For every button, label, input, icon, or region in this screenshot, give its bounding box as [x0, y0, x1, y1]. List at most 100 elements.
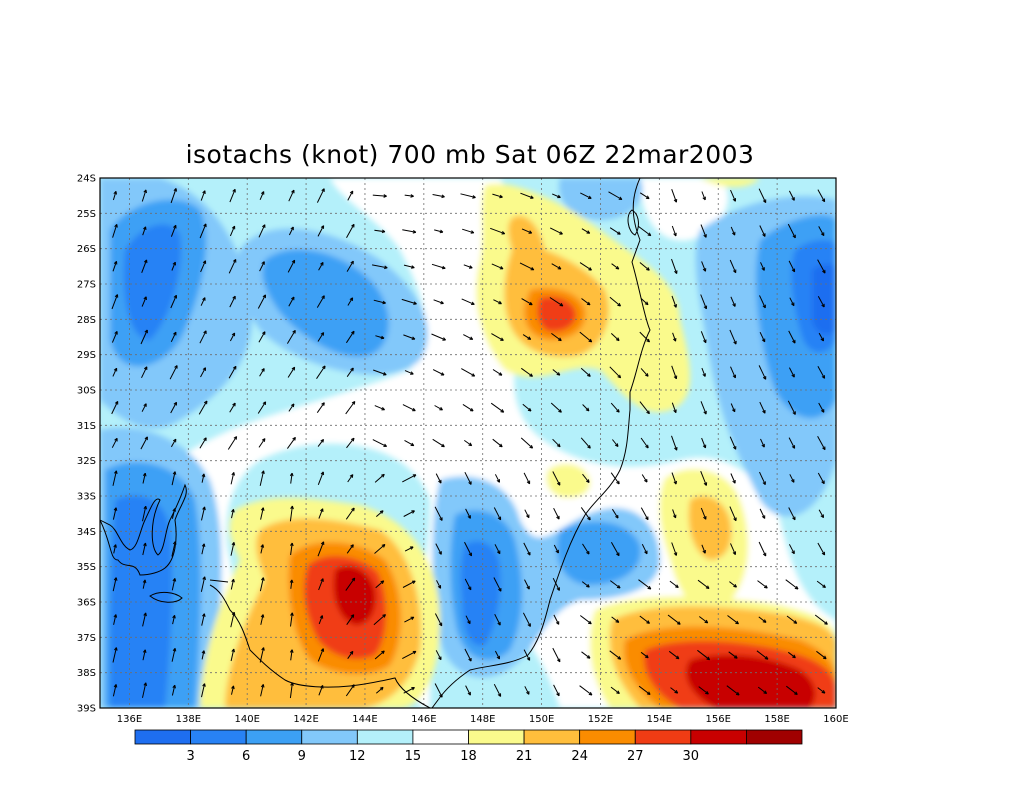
wind-vector: [402, 474, 417, 483]
wind-vector: [522, 612, 531, 627]
wind-vector: [494, 544, 501, 555]
wind-vector: [701, 367, 706, 377]
wind-vector: [286, 436, 296, 449]
wind-vector: [112, 684, 118, 697]
wind-vector: [582, 404, 590, 412]
lat-tick-label: 39S: [77, 704, 96, 715]
colorbar-label: 24: [571, 749, 588, 764]
lat-tick-label: 37S: [77, 633, 96, 644]
wind-vector: [112, 470, 118, 486]
wind-vector: [553, 614, 560, 625]
wind-vector: [785, 579, 799, 590]
wind-vector: [318, 508, 324, 519]
wind-vector: [375, 580, 385, 589]
wind-vector: [521, 228, 533, 234]
wind-vector: [759, 401, 766, 414]
wind-vector: [524, 579, 530, 590]
wind-vector: [549, 227, 563, 235]
wind-vector: [759, 471, 766, 485]
wind-vector: [788, 330, 796, 344]
wind-vector: [671, 402, 677, 414]
wind-vector: [435, 543, 442, 555]
wind-vector: [610, 333, 620, 342]
wind-vector: [463, 264, 473, 269]
wind-vector: [697, 649, 711, 661]
plot-frame: [99, 177, 837, 709]
wind-vector: [672, 332, 677, 342]
wind-vector: [346, 614, 355, 625]
wind-vector: [700, 224, 707, 238]
lon-tick-label: 152E: [588, 714, 613, 725]
wind-vector: [612, 439, 619, 447]
wind-vector: [464, 439, 473, 447]
wind-vector: [316, 188, 325, 203]
wind-vector: [818, 509, 824, 519]
wind-vector: [817, 189, 826, 203]
wind-vector: [170, 438, 177, 448]
wind-vector: [641, 543, 648, 555]
wind-vector: [639, 192, 650, 200]
wind-vector: [141, 259, 148, 273]
wind-vector: [552, 647, 561, 663]
wind-vector: [608, 191, 623, 200]
wind-vector: [552, 577, 560, 591]
colorbar-label: 3: [186, 749, 194, 764]
lat-tick-label: 24S: [77, 174, 96, 185]
wind-vector: [372, 439, 387, 447]
wind-vector: [259, 470, 265, 486]
wind-vector: [758, 616, 767, 623]
wind-vector: [758, 365, 767, 380]
wind-vector: [288, 189, 295, 202]
wind-vector: [730, 403, 736, 413]
wind-vector: [142, 542, 147, 556]
colorbar-swatch: [746, 729, 803, 745]
wind-vector: [492, 369, 503, 376]
wind-vector: [669, 580, 679, 588]
wind-vector: [756, 650, 769, 660]
lon-tick-label: 158E: [764, 714, 789, 725]
wind-vector: [786, 615, 798, 624]
lon-tick-label: 136E: [117, 714, 142, 725]
wind-vector: [671, 542, 678, 556]
wind-vector: [464, 471, 472, 485]
colorbar-swatch: [690, 729, 747, 745]
wind-vector: [171, 684, 176, 696]
wind-vector: [201, 613, 206, 626]
wind-vector: [730, 189, 736, 202]
wind-vector: [611, 263, 620, 270]
wind-vector: [581, 298, 591, 306]
wind-vector: [701, 437, 707, 449]
wind-vector: [640, 651, 649, 659]
wind-vector: [462, 228, 475, 234]
wind-vector: [490, 402, 505, 413]
colorbar-label: 30: [683, 749, 700, 764]
wind-vector: [201, 683, 206, 698]
wind-vector: [290, 612, 294, 627]
wind-vector: [434, 613, 443, 627]
wind-vector: [494, 613, 501, 626]
wind-vector: [404, 370, 414, 375]
wind-vector: [700, 331, 707, 344]
wind-vector: [375, 686, 384, 694]
wind-vector: [347, 297, 354, 306]
lat-tick-label: 31S: [77, 421, 96, 432]
wind-vector: [199, 223, 207, 239]
colorbar-swatch: [301, 729, 358, 745]
wind-vector: [231, 508, 235, 519]
wind-vector: [582, 543, 590, 555]
wind-vector: [169, 365, 178, 380]
wind-vector: [434, 229, 444, 234]
wind-vectors: [111, 188, 828, 699]
wind-vector: [758, 541, 767, 557]
wind-vector: [523, 649, 531, 661]
wind-vector: [142, 226, 147, 236]
wind-vector: [142, 649, 147, 661]
wind-vector: [170, 401, 177, 414]
wind-vector: [373, 614, 386, 626]
wind-vector: [787, 651, 796, 659]
wind-vector: [638, 579, 652, 590]
wind-vector: [700, 401, 707, 415]
wind-vector: [639, 615, 650, 624]
wind-vector: [289, 649, 294, 661]
wind-vector: [289, 542, 294, 556]
